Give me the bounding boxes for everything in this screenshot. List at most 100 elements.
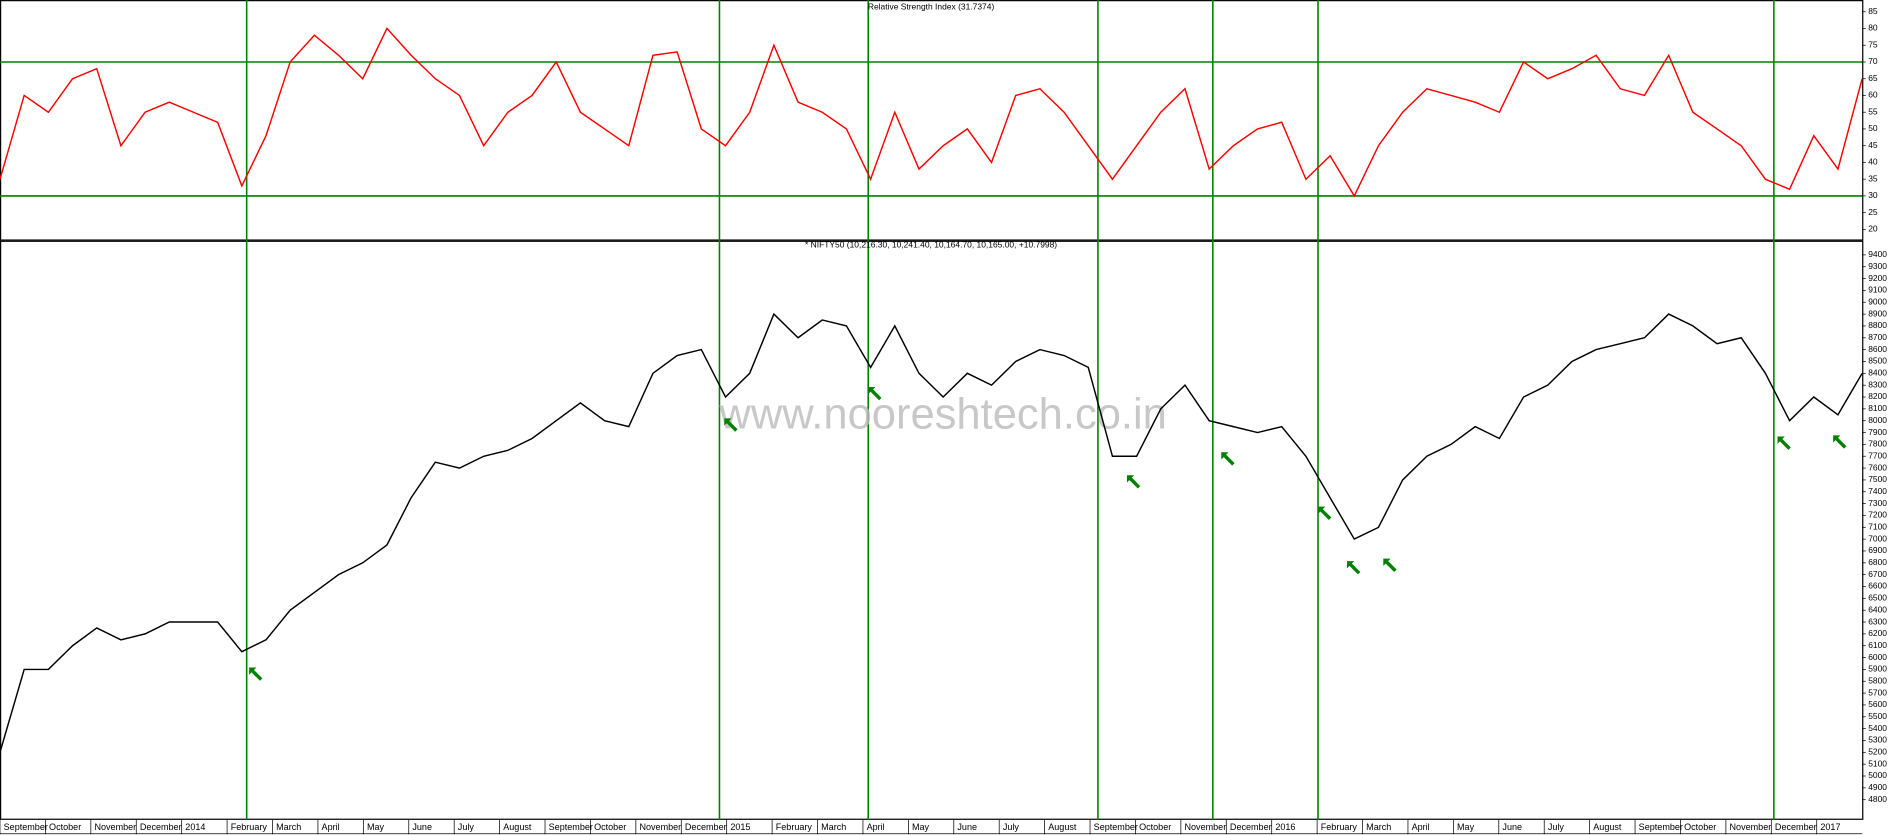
arrow [1833, 435, 1847, 449]
y-tick-label: 30 [1868, 190, 1878, 200]
y-tick-label: 5900 [1868, 664, 1887, 674]
y-tick-label: 9200 [1868, 273, 1887, 283]
y-tick-label: 6000 [1868, 652, 1887, 662]
y-tick-label: 5000 [1868, 770, 1887, 780]
y-tick-label: 45 [1868, 140, 1878, 150]
x-tick-label: September [4, 822, 48, 832]
signal-lines [245, 0, 1775, 820]
x-tick-label: April [1412, 822, 1430, 832]
y-tick-label: 8000 [1868, 415, 1887, 425]
y-tick-label: 6500 [1868, 593, 1887, 603]
watermark: www.nooreshtech.co.in [718, 391, 1166, 439]
x-tick-label: July [458, 822, 475, 832]
x-tick-label: November [1184, 822, 1226, 832]
x-tick-label: November [639, 822, 681, 832]
y-tick-label: 5200 [1868, 747, 1887, 757]
y-tick-label: 9300 [1868, 261, 1887, 271]
x-tick-label: April [867, 822, 885, 832]
y-tick-label: 8700 [1868, 332, 1887, 342]
y-tick-label: 8100 [1868, 403, 1887, 413]
y-tick-label: 6700 [1868, 569, 1887, 579]
y-tick-label: 65 [1868, 73, 1878, 83]
rsi-title: Relative Strength Index (31.7374) [868, 2, 995, 12]
y-tick-label: 7800 [1868, 439, 1887, 449]
y-tick-label: 6900 [1868, 545, 1887, 555]
x-tick-label: February [776, 822, 813, 832]
x-tick-label: 2014 [185, 822, 205, 832]
x-tick-label: June [957, 822, 977, 832]
y-tick-label: 7100 [1868, 522, 1887, 532]
x-tick-label: May [1457, 822, 1475, 832]
y-tick-label: 9400 [1868, 249, 1887, 259]
x-tick-label: December [1230, 822, 1272, 832]
y-tick-label: 55 [1868, 106, 1878, 116]
y-tick-label: 8900 [1868, 308, 1887, 318]
y-tick-label: 8200 [1868, 391, 1887, 401]
x-tick-label: September [1639, 822, 1683, 832]
x-tick-label: October [49, 822, 81, 832]
x-tick-label: December [140, 822, 182, 832]
x-tick-label: May [912, 822, 930, 832]
arrow [1221, 452, 1235, 466]
y-tick-label: 9000 [1868, 297, 1887, 307]
x-tick-label: 2017 [1820, 822, 1840, 832]
y-tick-label: 5800 [1868, 675, 1887, 685]
x-tick-label: November [1730, 822, 1772, 832]
y-tick-label: 7300 [1868, 498, 1887, 508]
x-tick-label: June [1502, 822, 1522, 832]
series-line [0, 312, 1863, 753]
arrow [1126, 475, 1141, 489]
y-tick-label: 6400 [1868, 604, 1887, 614]
x-tick-label: March [821, 822, 846, 832]
arrow [249, 667, 263, 681]
y-tick-label: 8600 [1868, 344, 1887, 354]
x-tick-label: October [1139, 822, 1171, 832]
y-tick-label: 20 [1868, 224, 1878, 234]
y-tick-label: 8400 [1868, 368, 1887, 378]
x-tick-label: August [1048, 822, 1077, 832]
x-tick-label: October [1684, 822, 1716, 832]
x-tick-label: April [322, 822, 340, 832]
y-tick-label: 8800 [1868, 320, 1887, 330]
arrow [1347, 561, 1361, 575]
x-tick-label: July [1548, 822, 1565, 832]
y-tick-label: 6800 [1868, 557, 1887, 567]
y-tick-label: 40 [1868, 157, 1878, 167]
y-tick-label: 8500 [1868, 356, 1887, 366]
y-tick-label: 8300 [1868, 379, 1887, 389]
y-tick-label: 7000 [1868, 533, 1887, 543]
y-tick-label: 85 [1868, 6, 1878, 16]
y-tick-label: 7700 [1868, 450, 1887, 460]
x-tick-label: June [412, 822, 432, 832]
y-tick-label: 7200 [1868, 510, 1887, 520]
arrow [724, 418, 738, 432]
y-tick-label: 7400 [1868, 486, 1887, 496]
y-tick-label: 50 [1868, 123, 1878, 133]
x-tick-label: August [1593, 822, 1622, 832]
y-tick-label: 80 [1868, 23, 1878, 33]
y-tick-label: 5700 [1868, 687, 1887, 697]
x-tick-label: September [549, 822, 593, 832]
x-tick-label: February [231, 822, 268, 832]
x-tick-label: December [685, 822, 727, 832]
y-tick-label: 6100 [1868, 640, 1887, 650]
x-tick-label: March [276, 822, 301, 832]
x-tick-label: March [1366, 822, 1391, 832]
x-tick-label: November [94, 822, 136, 832]
arrow [1383, 558, 1397, 572]
y-tick-label: 60 [1868, 90, 1878, 100]
x-tick-label: October [594, 822, 626, 832]
rsi-frame [0, 0, 1864, 241]
price-title: * NIFTY50 (10,216.30, 10,241.40, 10,164.… [805, 240, 1057, 250]
arrow [868, 386, 882, 401]
y-tick-label: 9100 [1868, 285, 1887, 295]
x-tick-label: August [503, 822, 532, 832]
series-line [0, 27, 1863, 198]
y-tick-label: 6200 [1868, 628, 1887, 638]
x-tick-label: December [1775, 822, 1817, 832]
y-tick-label: 35 [1868, 173, 1878, 183]
arrow [1777, 436, 1791, 450]
y-tick-label: 5500 [1868, 711, 1887, 721]
x-tick-label: July [1003, 822, 1020, 832]
